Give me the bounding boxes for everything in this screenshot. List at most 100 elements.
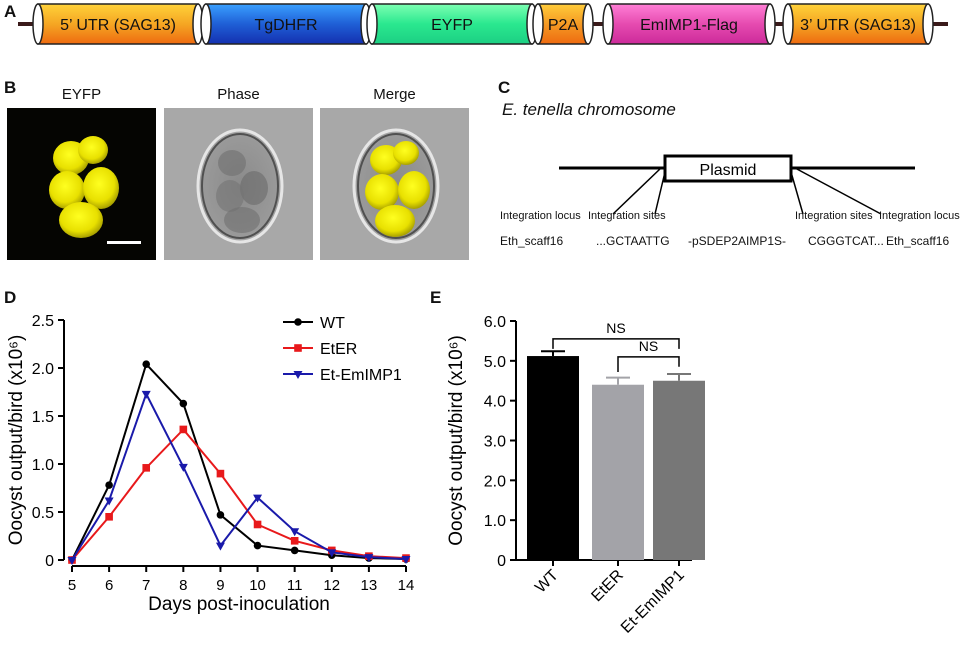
marker <box>290 537 299 545</box>
segment-cap-left <box>366 3 378 45</box>
x-axis-title: Days post-inoculation <box>148 594 330 615</box>
panel-letter-e: E <box>430 288 442 307</box>
marker <box>294 344 302 352</box>
construct-segment-1: TgDHFR <box>200 3 372 45</box>
panel-letter-b: B <box>4 78 17 97</box>
construct-segment-0: 5’ UTR (SAG13) <box>32 3 204 45</box>
segment-body <box>787 3 929 45</box>
integration-locus-left: Integration locus <box>500 210 581 222</box>
x-tick-label: 13 <box>361 577 378 594</box>
marker <box>215 542 225 551</box>
construct-segment-5: 3’ UTR (SAG13) <box>782 3 934 45</box>
micro-label-eyfp: EYFP <box>61 86 102 103</box>
x-tick-label: 11 <box>287 577 303 594</box>
x-tick-label: 6 <box>105 577 113 594</box>
segment-cap-left <box>32 3 44 45</box>
x-tick-label: 7 <box>142 577 150 594</box>
construct-segment-3: P2A <box>532 3 594 45</box>
merge-image <box>320 108 469 260</box>
integration-locus-right: Integration locus <box>879 210 960 222</box>
y-tick-label: 0 <box>497 553 506 570</box>
x-tick-label: 5 <box>68 577 76 594</box>
panel-letter-c: C <box>498 78 511 97</box>
segment-body <box>37 3 199 45</box>
marker <box>290 528 300 537</box>
bar <box>653 380 705 560</box>
micro-label-phase: Phase <box>217 86 260 103</box>
series-line <box>71 427 407 561</box>
construct-segment-4: EmIMP1-Flag <box>602 3 776 45</box>
bar <box>527 356 579 560</box>
legend-label: WT <box>320 315 345 332</box>
marker <box>178 463 188 472</box>
marker <box>67 557 77 565</box>
legend-item-et-emimp1: Et-EmIMP1 <box>283 367 402 384</box>
integration-sites-right: Integration sites <box>795 210 873 222</box>
y-axis-title: Oocyst output/bird (x10⁶) <box>446 335 467 546</box>
site-line-left-2 <box>654 171 666 215</box>
marker <box>253 494 263 503</box>
scaff-left: Eth_scaff16 <box>500 234 564 248</box>
y-tick-label: 2.0 <box>32 361 54 378</box>
construct-diagram: 5’ UTR (SAG13) TgDHFR EYFP P2A EmIMP1-Flag 3’… <box>18 3 948 45</box>
marker <box>216 469 225 478</box>
x-tick-label: 14 <box>398 577 415 594</box>
marker <box>290 546 299 555</box>
plasmid-label: Plasmid <box>700 162 757 179</box>
marker <box>179 425 188 434</box>
seq-right: CGGGTCAT... <box>808 234 884 248</box>
x-tick-label: 9 <box>216 577 224 594</box>
x-tick-label: 8 <box>179 577 187 594</box>
marker <box>141 390 151 399</box>
marker <box>179 399 188 408</box>
y-tick-label: 0.5 <box>32 505 54 522</box>
panel-letter-a: A <box>4 2 17 21</box>
series-line <box>71 362 407 561</box>
ns-label: NS <box>606 320 625 336</box>
segment-label: 5’ UTR (SAG13) <box>60 17 176 34</box>
y-axis-title: Oocyst output/bird (x10⁶) <box>6 335 27 546</box>
integration-sites-left: Integration sites <box>588 210 666 222</box>
bar-eter <box>592 376 644 566</box>
segment-body <box>205 3 367 45</box>
segment-body <box>537 3 589 45</box>
insert-seq: -pSDEP2AIMP1S- <box>688 234 787 248</box>
segment-body <box>607 3 771 45</box>
x-tick-label: EtER <box>588 567 626 605</box>
scale-bar <box>107 241 141 244</box>
seq-left: ...GCTAATTG <box>596 234 670 248</box>
legend-item-eter: EtER <box>283 341 357 358</box>
eyfp-image <box>7 108 156 260</box>
construct-segment-2: EYFP <box>366 3 538 45</box>
series-eter <box>68 425 410 564</box>
ns-label: NS <box>639 338 658 354</box>
marker <box>253 520 262 529</box>
series-wt <box>68 360 410 564</box>
segment-cap-right <box>582 3 594 45</box>
marker <box>105 513 113 521</box>
y-tick-label: 1.5 <box>32 409 54 426</box>
marker <box>216 511 225 519</box>
marker <box>327 549 337 558</box>
marker <box>105 481 113 489</box>
y-tick-label: 1.0 <box>484 513 506 530</box>
marker <box>401 556 411 565</box>
y-tick-label: 5.0 <box>484 354 506 371</box>
marker <box>293 371 303 379</box>
marker <box>253 541 262 550</box>
segment-cap-right <box>764 3 776 45</box>
segment-label: TgDHFR <box>254 17 317 34</box>
scaff-right: Eth_scaff16 <box>886 234 950 248</box>
marker <box>294 318 302 326</box>
micro-label-merge: Merge <box>373 86 416 103</box>
marker <box>104 497 114 506</box>
segment-label: EmIMP1-Flag <box>640 17 738 34</box>
x-tick-label: 10 <box>249 577 266 594</box>
bar-chart: 0 1.0 2.0 3.0 4.0 5.0 6.0 Oocyst output/bird (x… <box>446 314 705 637</box>
segment-cap-left <box>200 3 212 45</box>
legend-label: EtER <box>320 341 357 358</box>
y-tick-label: 6.0 <box>484 314 506 331</box>
site-line-left-1 <box>612 167 662 215</box>
bracket-line <box>552 338 680 349</box>
legend-label: Et-EmIMP1 <box>320 367 402 384</box>
